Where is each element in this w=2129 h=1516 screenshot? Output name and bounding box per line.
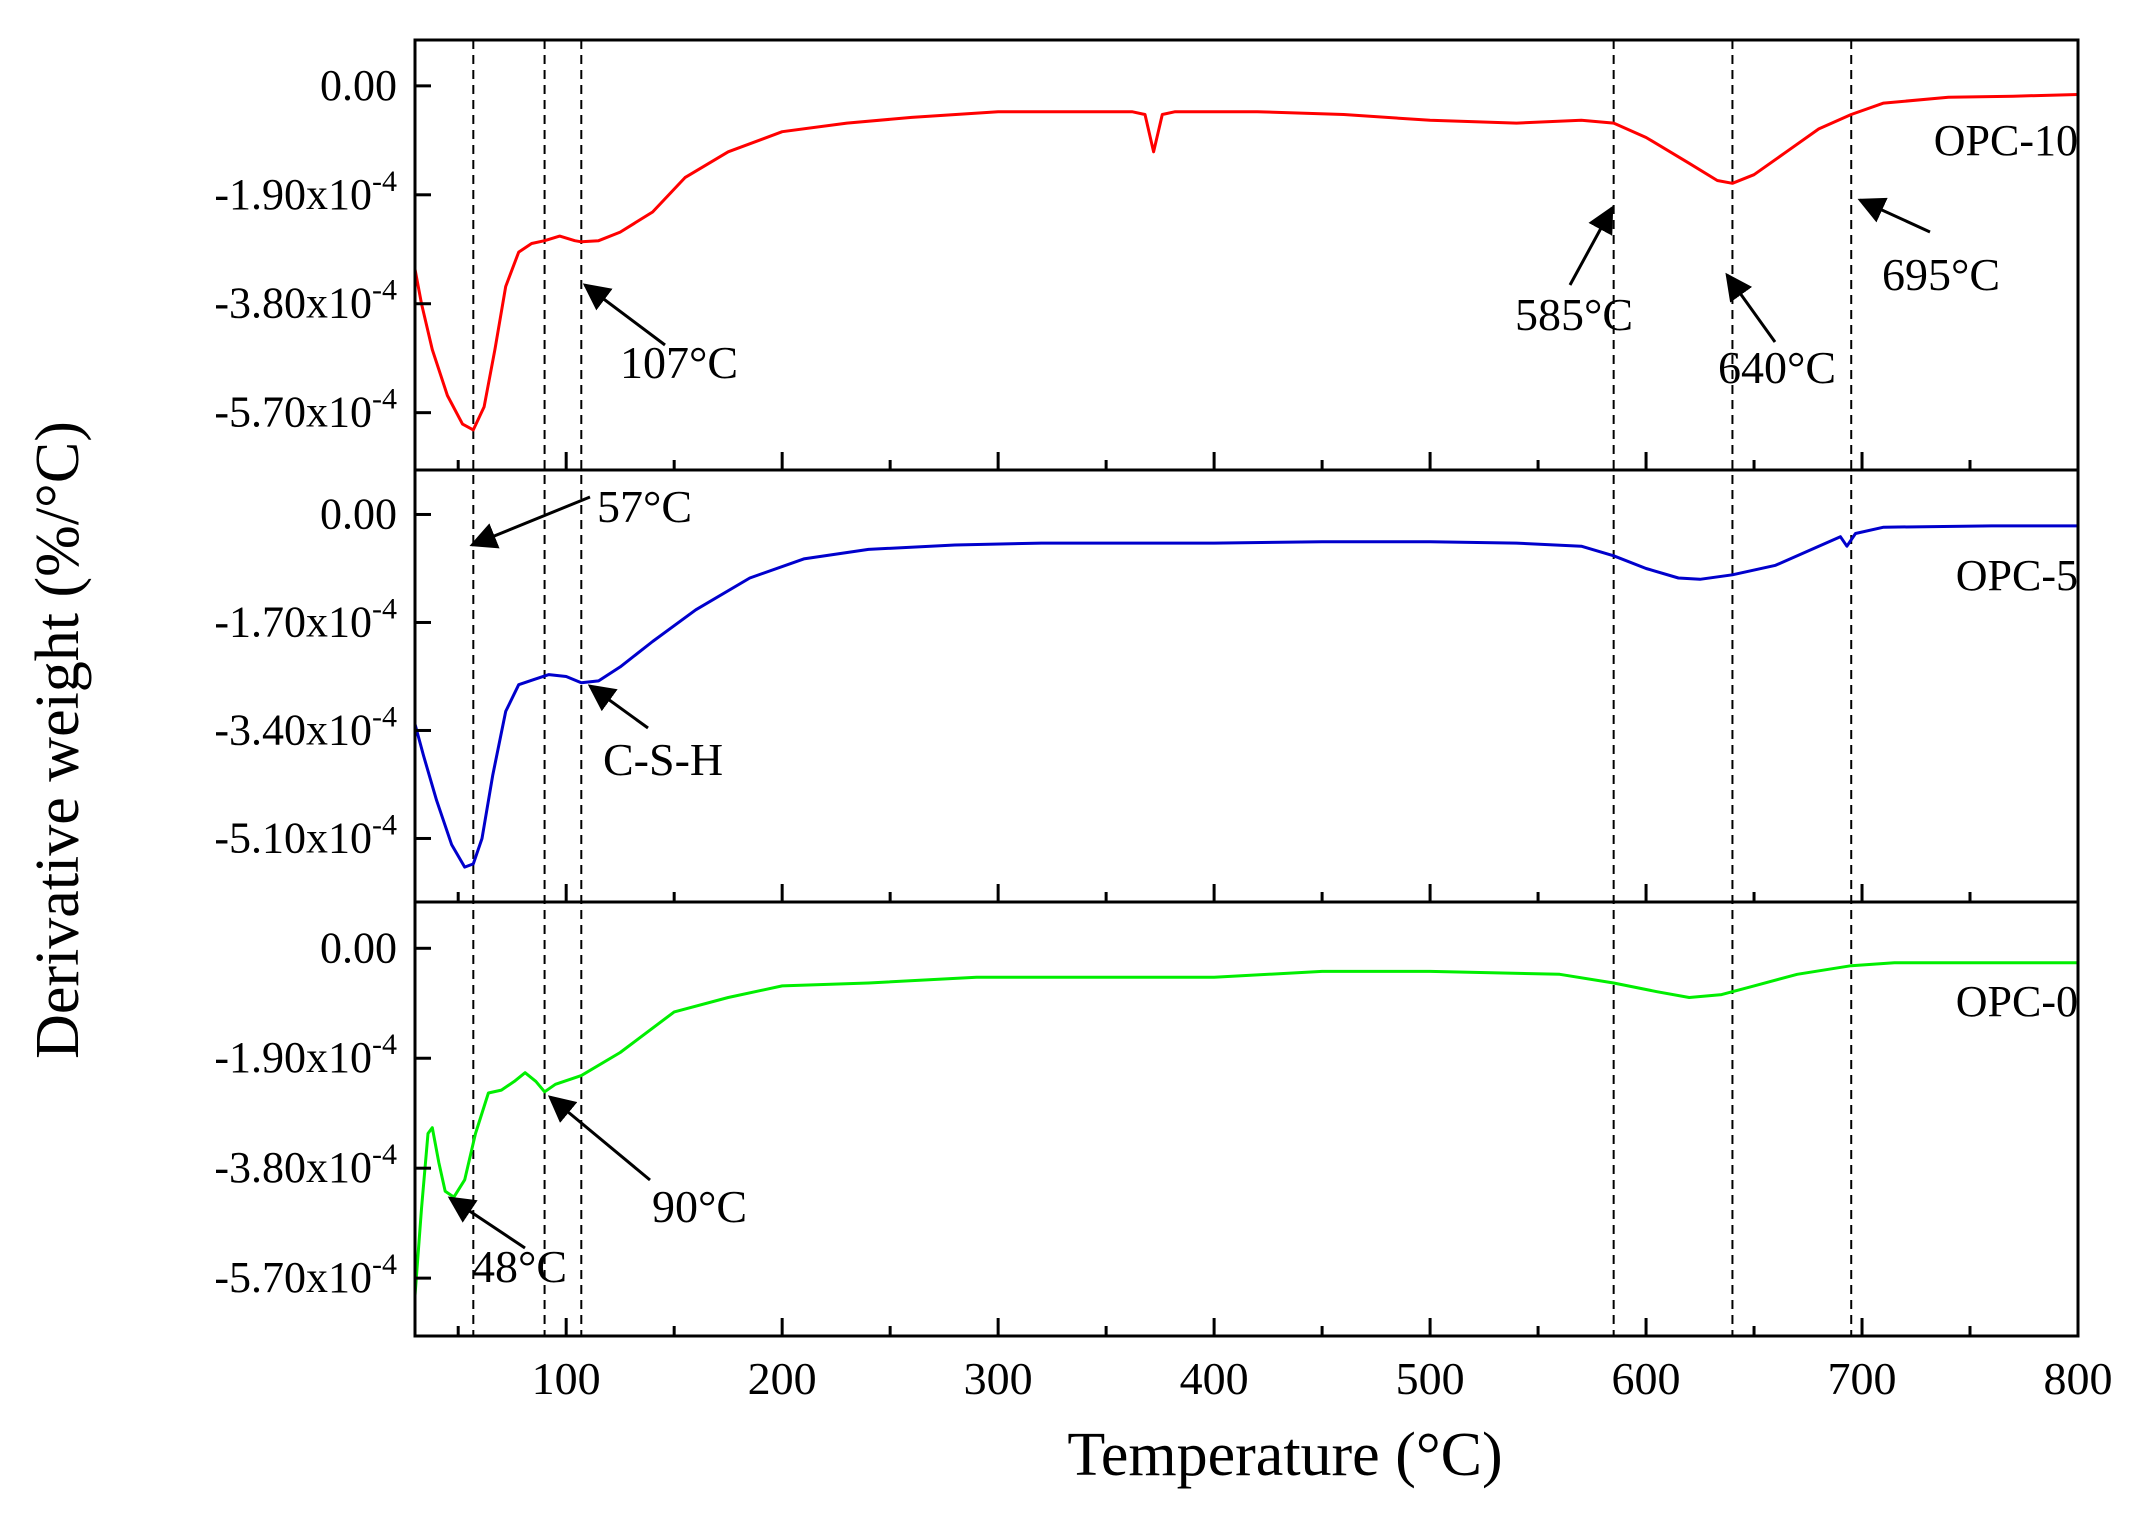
- annotation-585c: 585°C: [1515, 205, 1633, 340]
- series-label-opc-10: OPC-10: [1934, 116, 2078, 165]
- x-axis-title: Temperature (°C): [1067, 1421, 1502, 1489]
- annotation-107c-label: 107°C: [620, 337, 738, 388]
- annotation-585c-arrow: [1568, 205, 1614, 286]
- x-tick-label-100: 100: [532, 1353, 601, 1404]
- y-tick-label-opc-5-0: 0.00: [320, 489, 397, 538]
- y-tick-label-opc-10-3: -5.70x10-4: [214, 383, 397, 437]
- y-tick-label-opc-10-1: -1.90x10-4: [214, 165, 397, 219]
- y-tick-exponent: -4: [372, 274, 397, 307]
- annotation-107c-arrow: [582, 283, 666, 347]
- y-tick-label-opc-0-3: -5.70x10-4: [214, 1248, 397, 1302]
- y-tick-label-opc-0-0: 0.00: [320, 923, 397, 972]
- y-tick-label-opc-5-1: -1.70x10-4: [214, 592, 397, 646]
- annotation-695c: 695°C: [1857, 197, 2000, 300]
- annotation-640c-label: 640°C: [1718, 342, 1836, 393]
- y-tick-exponent: -4: [372, 592, 397, 625]
- annotation-90c: 90°C: [547, 1095, 747, 1232]
- series-label-opc-5: OPC-5: [1956, 551, 2078, 600]
- y-tick-exponent: -4: [372, 808, 397, 841]
- y-axis-title: Derivative weight (%/°C): [24, 421, 92, 1059]
- annotation-695c-label: 695°C: [1882, 249, 2000, 300]
- y-tick-label-opc-10-2: -3.80x10-4: [214, 274, 397, 328]
- annotation-48c-arrow: [447, 1196, 526, 1250]
- annotation-640c-arrow: [1725, 272, 1777, 343]
- series-label-opc-0: OPC-0: [1956, 977, 2078, 1026]
- annotation-csh-label: C-S-H: [603, 734, 723, 785]
- annotation-48c: 48°C: [447, 1196, 567, 1292]
- x-tick-label-300: 300: [964, 1353, 1033, 1404]
- y-tick-exponent: -4: [372, 700, 397, 733]
- annotation-57c-arrow: [469, 495, 591, 549]
- x-tick-label-600: 600: [1612, 1353, 1681, 1404]
- y-tick-exponent: -4: [372, 1028, 397, 1061]
- y-tick-label-opc-0-2: -3.80x10-4: [214, 1138, 397, 1192]
- annotation-90c-arrow: [547, 1095, 651, 1182]
- panel-frame-opc-10: [413, 38, 2080, 472]
- annotation-csh: C-S-H: [587, 684, 723, 785]
- y-tick-exponent: -4: [372, 1138, 397, 1171]
- annotation-90c-label: 90°C: [652, 1181, 747, 1232]
- x-tick-label-700: 700: [1828, 1353, 1897, 1404]
- series-line-opc-5: [413, 524, 2078, 869]
- annotation-107c: 107°C: [582, 283, 738, 388]
- y-tick-label-opc-10-0: 0.00: [320, 61, 397, 110]
- x-tick-label-800: 800: [2044, 1353, 2113, 1404]
- y-tick-exponent: -4: [372, 383, 397, 416]
- annotation-695c-arrow: [1857, 197, 1931, 234]
- panel-frame-opc-0: [413, 900, 2080, 1338]
- x-tick-label-400: 400: [1180, 1353, 1249, 1404]
- annotation-csh-arrow: [587, 684, 649, 730]
- y-tick-exponent: -4: [372, 1248, 397, 1281]
- annotation-57c: 57°C: [469, 481, 692, 549]
- annotation-640c: 640°C: [1718, 272, 1836, 393]
- annotation-585c-label: 585°C: [1515, 289, 1633, 340]
- annotation-48c-label: 48°C: [472, 1241, 567, 1292]
- y-tick-label-opc-5-2: -3.40x10-4: [214, 700, 397, 754]
- x-tick-label-500: 500: [1396, 1353, 1465, 1404]
- y-tick-exponent: -4: [372, 165, 397, 198]
- x-tick-label-200: 200: [748, 1353, 817, 1404]
- y-tick-label-opc-0-1: -1.90x10-4: [214, 1028, 397, 1082]
- y-tick-label-opc-5-3: -5.10x10-4: [214, 808, 397, 862]
- panel-frame-opc-5: [413, 468, 2080, 904]
- series-line-opc-0: [413, 961, 2078, 1296]
- annotation-57c-label: 57°C: [597, 481, 692, 532]
- series-line-opc-10: [413, 93, 2079, 432]
